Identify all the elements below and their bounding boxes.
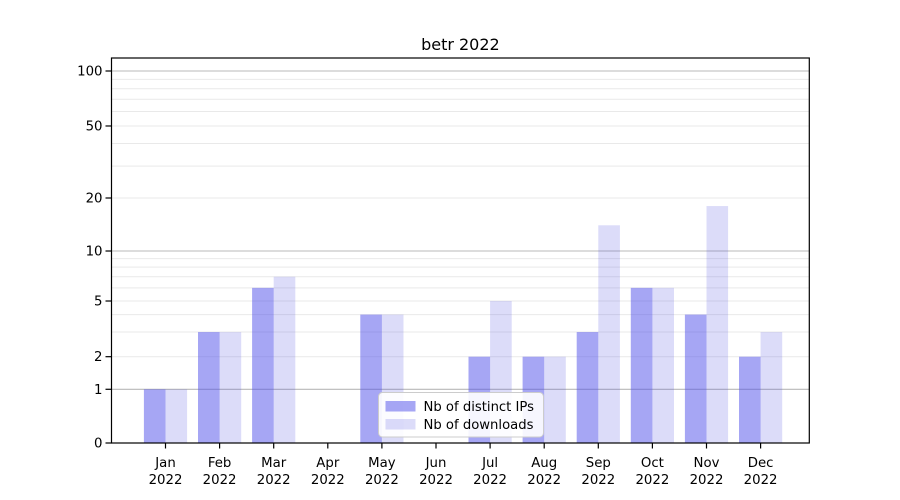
- legend-label-nb-of-distinct-ips: Nb of distinct IPs: [424, 400, 535, 415]
- x-axis-tick-label: Oct 2022: [635, 456, 669, 488]
- x-tick-month: May: [368, 456, 396, 471]
- legend-label-nb-of-downloads: Nb of downloads: [424, 418, 534, 433]
- y-axis-tick-label: 2: [94, 350, 102, 365]
- bar-nb-of-downloads-mar: [273, 276, 296, 443]
- bar-nb-of-distinct-ips-nov: [684, 314, 707, 443]
- bar-nb-of-distinct-ips-mar: [252, 287, 274, 443]
- legend-swatch-nb-of-downloads: [385, 419, 416, 430]
- x-axis-tick-label: Nov 2022: [690, 456, 724, 488]
- x-axis-tick-label: May 2022: [365, 456, 399, 488]
- x-tick-year: 2022: [473, 473, 507, 488]
- x-tick-year: 2022: [311, 473, 345, 488]
- x-tick-month: Oct: [641, 456, 664, 471]
- x-tick-month: Mar: [261, 456, 287, 471]
- x-tick-year: 2022: [527, 473, 561, 488]
- x-tick-month: Apr: [316, 456, 340, 471]
- bar-nb-of-distinct-ips-oct: [630, 287, 653, 443]
- x-tick-month: Dec: [748, 456, 774, 471]
- x-tick-year: 2022: [419, 473, 453, 488]
- bar-nb-of-distinct-ips-feb: [198, 332, 220, 443]
- x-tick-year: 2022: [744, 473, 778, 488]
- x-tick-month: Sep: [586, 456, 611, 471]
- bar-nb-of-downloads-oct: [652, 287, 674, 443]
- legend-swatch-nb-of-distinct-ips: [385, 401, 416, 412]
- x-tick-year: 2022: [257, 473, 291, 488]
- x-axis-tick-label: Sep 2022: [581, 456, 615, 488]
- x-tick-month: Nov: [694, 456, 720, 471]
- x-axis-tick-label: Jan 2022: [149, 456, 183, 488]
- x-tick-year: 2022: [149, 473, 183, 488]
- bar-nb-of-downloads-feb: [219, 332, 242, 443]
- x-axis-tick-label: Aug 2022: [527, 456, 561, 488]
- x-axis-tick-label: Jun 2022: [419, 456, 453, 488]
- x-tick-year: 2022: [203, 473, 237, 488]
- bar-nb-of-distinct-ips-dec: [739, 356, 761, 443]
- x-tick-month: Feb: [208, 456, 232, 471]
- y-axis-tick-label: 10: [86, 245, 103, 260]
- y-axis-tick-label: 1: [94, 383, 102, 398]
- legend-box: [378, 392, 544, 438]
- y-axis-tick-label: 5: [94, 295, 102, 310]
- x-tick-month: Jan: [154, 456, 176, 471]
- x-tick-year: 2022: [690, 473, 724, 488]
- x-tick-month: Aug: [531, 456, 557, 471]
- x-tick-month: Jul: [481, 456, 498, 471]
- legend: Nb of distinct IPs Nb of downloads: [378, 392, 544, 438]
- bar-nb-of-downloads-aug: [544, 356, 566, 443]
- x-tick-month: Jun: [425, 456, 447, 471]
- x-tick-year: 2022: [581, 473, 615, 488]
- y-axis-tick-label: 20: [86, 192, 103, 207]
- x-axis-tick-label: Dec 2022: [744, 456, 778, 488]
- chart-title: betr 2022: [421, 35, 500, 54]
- x-tick-year: 2022: [365, 473, 399, 488]
- bar-nb-of-distinct-ips-sep: [576, 332, 599, 443]
- bar-nb-of-distinct-ips-jan: [143, 389, 166, 443]
- bar-nb-of-downloads-jan: [165, 389, 188, 443]
- x-axis-tick-label: Mar 2022: [257, 456, 291, 488]
- y-axis-tick-label: 100: [77, 65, 102, 80]
- bar-nb-of-downloads-dec: [760, 332, 783, 443]
- x-axis-tick-label: Apr 2022: [311, 456, 345, 488]
- y-axis-tick-label: 0: [94, 437, 102, 452]
- y-axis-tick-label: 50: [86, 119, 103, 134]
- x-tick-year: 2022: [635, 473, 669, 488]
- x-axis-tick-label: Feb 2022: [203, 456, 237, 488]
- bar-nb-of-downloads-nov: [706, 206, 729, 443]
- bar-nb-of-distinct-ips-may: [360, 314, 382, 443]
- x-axis-tick-label: Jul 2022: [473, 456, 507, 488]
- bar-nb-of-downloads-sep: [598, 225, 620, 443]
